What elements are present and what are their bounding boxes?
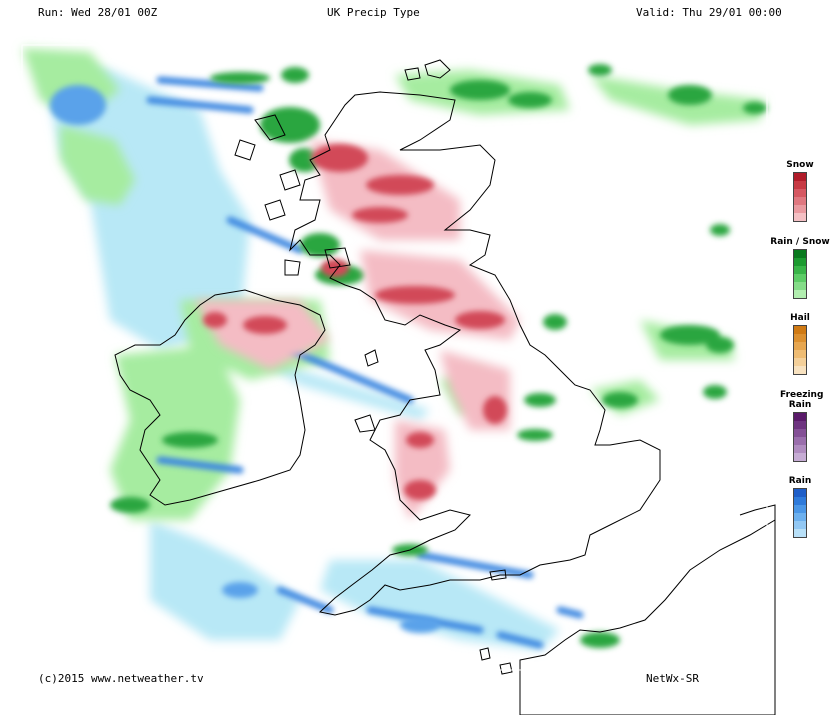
model-label: NetWx-SR: [646, 672, 699, 685]
legend-swatch: [794, 282, 806, 290]
legend-rain: Rain: [770, 476, 830, 538]
rain-light-areas: [40, 60, 560, 650]
legend-swatch: [794, 489, 806, 497]
legend-swatch: [794, 181, 806, 189]
legend-swatch: [794, 197, 806, 205]
coastlines: [114, 59, 776, 715]
legend-swatch: [794, 173, 806, 181]
legend-rain-snow-label: Rain / Snow: [770, 237, 830, 247]
legend-hail-label: Hail: [790, 313, 810, 323]
legend-swatch: [794, 421, 806, 429]
legend-swatch: [794, 505, 806, 513]
legend-swatch: [794, 429, 806, 437]
legend-swatch: [794, 205, 806, 213]
legend-rain-snow: Rain / Snow: [770, 237, 830, 299]
legend-swatch: [794, 529, 806, 537]
legend-swatch: [794, 366, 806, 374]
legend-snow-swatches: [793, 172, 807, 222]
legend-swatch: [794, 497, 806, 505]
legend-freezing-rain-label: Freezing Rain: [780, 390, 824, 410]
snow-light-areas: [195, 140, 520, 520]
legend-swatch: [794, 413, 806, 421]
isle-of-wight-coastline: [489, 569, 507, 581]
legend-swatch: [794, 437, 806, 445]
legend-rain-label: Rain: [788, 476, 812, 486]
legend-swatch: [794, 513, 806, 521]
france-coastline: [519, 519, 776, 715]
legend-swatch: [794, 189, 806, 197]
legend-freezing-rain: Freezing Rain: [770, 390, 830, 462]
legend-swatch: [794, 290, 806, 298]
great-britain-coastline: [289, 91, 661, 616]
anglesey-coastline: [354, 414, 376, 433]
legend-swatch: [794, 358, 806, 366]
northern-isles-coastline: [404, 59, 451, 81]
legend-swatch: [794, 250, 806, 258]
legend-hail-swatches: [793, 325, 807, 375]
legend-rain-snow-swatches: [793, 249, 807, 299]
snow-heavy-areas: [203, 144, 507, 500]
valid-label: Valid: Thu 29/01 00:00: [636, 6, 782, 19]
legend-swatch: [794, 326, 806, 334]
legend-swatch: [794, 445, 806, 453]
chart-title: UK Precip Type: [327, 6, 420, 19]
legend-swatch: [794, 453, 806, 461]
legend-swatch: [794, 334, 806, 342]
legend-swatch: [794, 213, 806, 221]
legend-rain-swatches: [793, 488, 807, 538]
legend-snow: Snow: [770, 160, 830, 222]
channel-islands-coastline: [479, 647, 513, 675]
legend-swatch: [794, 258, 806, 266]
legend-swatch: [794, 274, 806, 282]
rain-streaks: [146, 76, 584, 649]
legend-hail: Hail: [770, 313, 830, 375]
ireland-coastline: [114, 289, 326, 506]
legend-swatch: [794, 350, 806, 358]
legend-swatch: [794, 266, 806, 274]
legend-swatch: [794, 342, 806, 350]
rain-patches: [50, 85, 440, 633]
copyright-label: (c)2015 www.netweather.tv: [38, 672, 204, 685]
legend-snow-label: Snow: [786, 160, 814, 170]
run-label: Run: Wed 28/01 00Z: [38, 6, 158, 19]
hebrides-coastline: [234, 114, 351, 276]
legend-freezing-rain-swatches: [793, 412, 807, 462]
netherlands-coastline: [739, 504, 776, 520]
legend-swatch: [794, 521, 806, 529]
isle-of-man-coastline: [364, 349, 379, 367]
